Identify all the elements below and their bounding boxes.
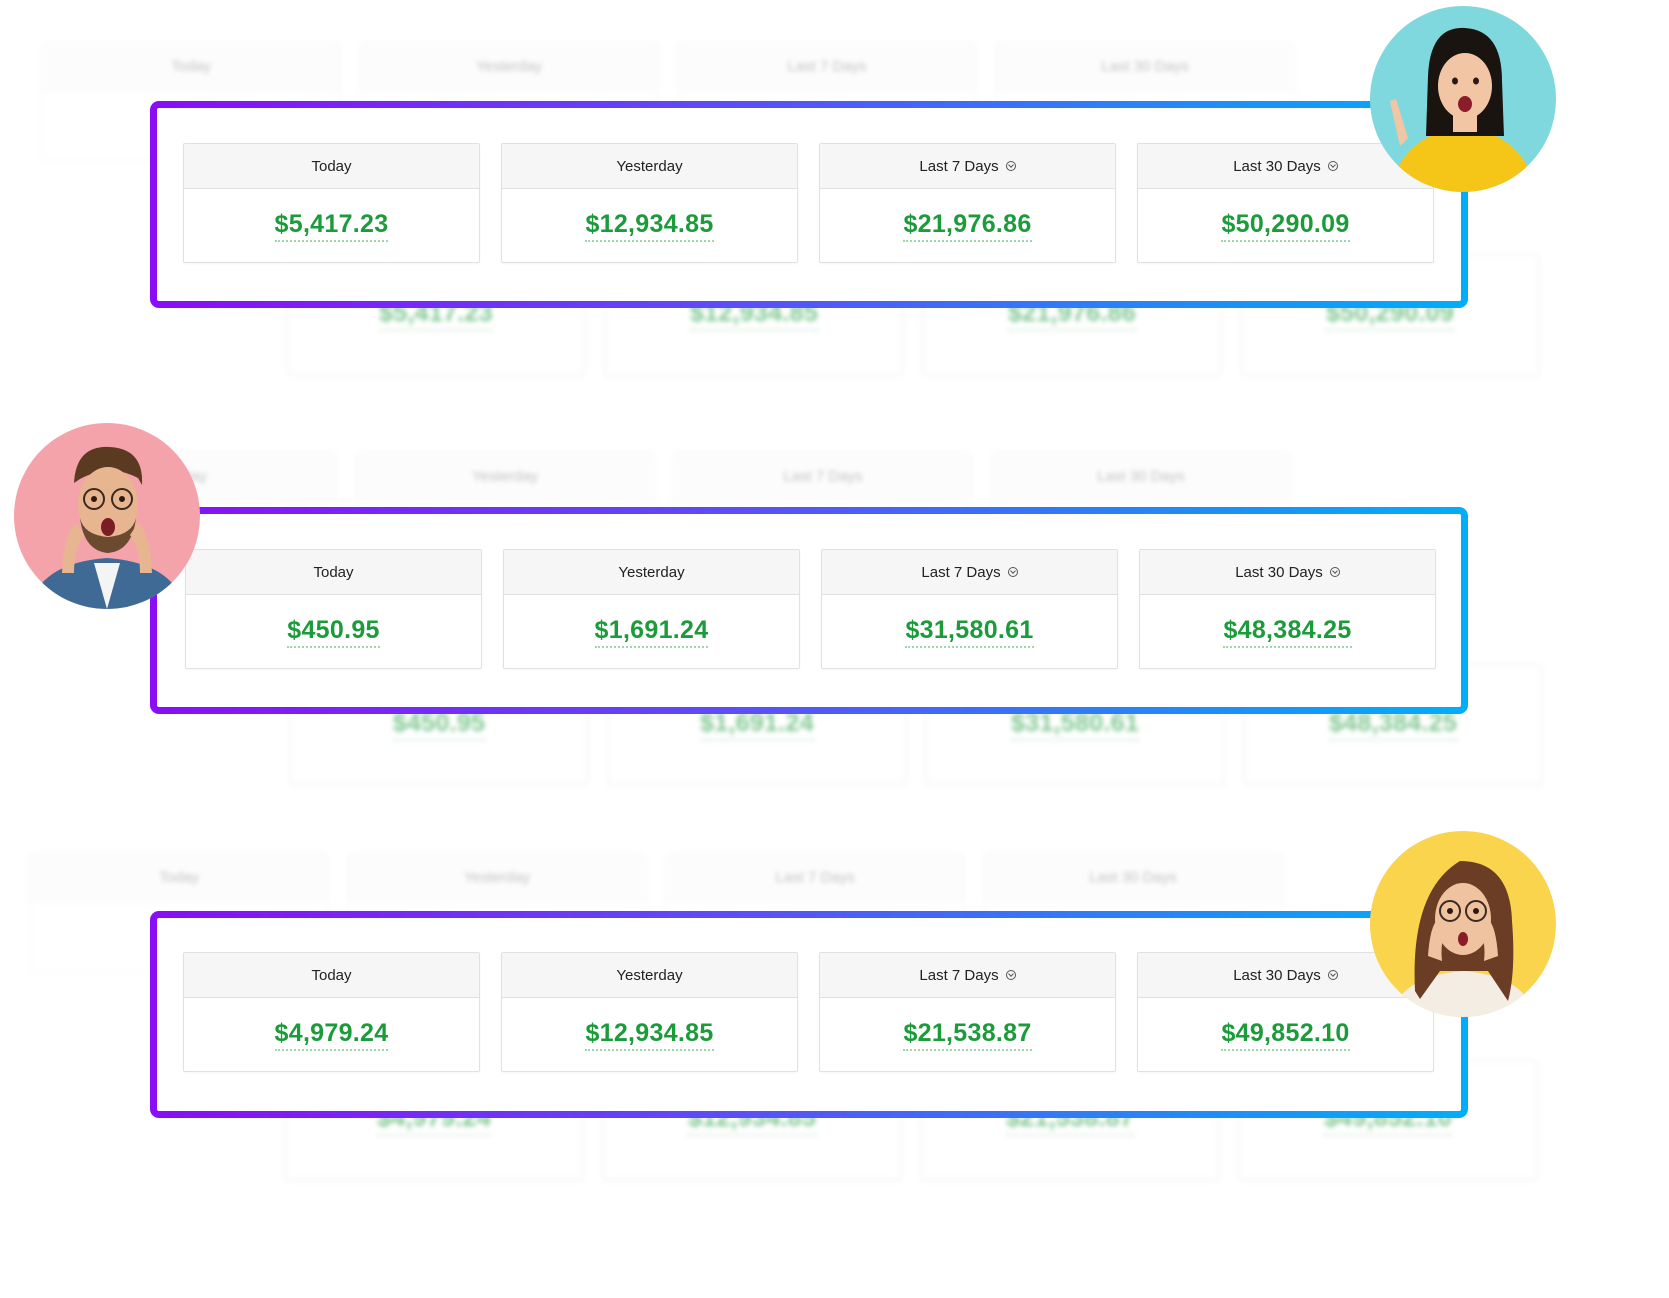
stat-card-header: Yesterday <box>502 953 797 998</box>
ghost-label: Today <box>170 57 212 75</box>
stat-value[interactable]: $450.95 <box>287 616 380 648</box>
stat-label: Last 30 Days <box>1233 157 1321 175</box>
ghost-label: Yesterday <box>471 467 539 485</box>
dropdown-icon[interactable] <box>1005 161 1016 171</box>
stat-card-last-7-days: Last 7 Days $31,580.61 <box>821 549 1118 669</box>
stat-card-header: Last 7 Days <box>822 550 1117 595</box>
ghost-value: $450.95 <box>392 709 486 741</box>
ghost-label: Last 30 Days <box>1097 467 1185 485</box>
dropdown-icon[interactable] <box>1329 567 1340 577</box>
stat-label: Last 7 Days <box>919 966 999 984</box>
stat-card-last-30-days: Last 30 Days $48,384.25 <box>1139 549 1436 669</box>
stat-card-today: Today $450.95 <box>185 549 482 669</box>
ghost-value: $31,580.61 <box>1010 709 1140 741</box>
stat-card-header: Last 7 Days <box>820 953 1115 998</box>
stat-card-header: Yesterday <box>504 550 799 595</box>
ghost-label: Yesterday <box>475 57 543 75</box>
ghost-label: Last 7 Days <box>775 868 855 886</box>
stats-row-2: Today $450.95 Yesterday $1,691.24 Last 7… <box>185 549 1436 669</box>
ghost-value: $48,384.25 <box>1328 709 1458 741</box>
stat-card-last-7-days: Last 7 Days $21,538.87 <box>819 952 1116 1072</box>
ghost-value: $21,976.86 <box>1007 299 1137 331</box>
stat-card-header: Yesterday <box>502 144 797 189</box>
stat-value[interactable]: $21,976.86 <box>903 210 1032 242</box>
stat-value[interactable]: $49,852.10 <box>1221 1019 1350 1051</box>
stat-card-today: Today $4,979.24 <box>183 952 480 1072</box>
avatar-woman-pointing <box>1370 6 1556 192</box>
stat-value[interactable]: $50,290.09 <box>1221 210 1350 242</box>
stat-value[interactable]: $31,580.61 <box>905 616 1034 648</box>
stat-label: Yesterday <box>616 157 683 175</box>
stat-card-today: Today $5,417.23 <box>183 143 480 263</box>
stat-label: Last 7 Days <box>919 157 999 175</box>
stat-label: Today <box>311 157 352 175</box>
dropdown-icon[interactable] <box>1327 970 1338 980</box>
stat-card-yesterday: Yesterday $1,691.24 <box>503 549 800 669</box>
dropdown-icon[interactable] <box>1005 970 1016 980</box>
stat-card-yesterday: Yesterday $12,934.85 <box>501 143 798 263</box>
stat-card-header: Last 30 Days <box>1140 550 1435 595</box>
ghost-value: $12,934.85 <box>689 299 819 331</box>
stat-card-header: Last 30 Days <box>1138 144 1433 189</box>
avatar-shocked-woman <box>1370 831 1556 1017</box>
dropdown-icon[interactable] <box>1327 161 1338 171</box>
stat-value[interactable]: $1,691.24 <box>594 616 709 648</box>
dropdown-icon[interactable] <box>1007 567 1018 577</box>
stat-label: Last 30 Days <box>1233 966 1321 984</box>
stats-row-1: Today $5,417.23 Yesterday $12,934.85 Las… <box>183 143 1434 263</box>
ghost-label: Last 7 Days <box>783 467 863 485</box>
stat-card-header: Today <box>186 550 481 595</box>
stat-label: Yesterday <box>618 563 685 581</box>
ghost-label: Yesterday <box>463 868 531 886</box>
stat-card-last-7-days: Last 7 Days $21,976.86 <box>819 143 1116 263</box>
stat-label: Last 7 Days <box>921 563 1001 581</box>
stat-card-header: Today <box>184 953 479 998</box>
ghost-label: Last 30 Days <box>1089 868 1177 886</box>
stats-row-3: Today $4,979.24 Yesterday $12,934.85 Las… <box>183 952 1434 1072</box>
stat-label: Today <box>311 966 352 984</box>
ghost-label: Today <box>158 868 200 886</box>
ghost-value: $50,290.09 <box>1325 299 1455 331</box>
ghost-value: $1,691.24 <box>700 709 814 741</box>
stat-value[interactable]: $12,934.85 <box>585 1019 714 1051</box>
stat-card-header: Today <box>184 144 479 189</box>
stat-card-yesterday: Yesterday $12,934.85 <box>501 952 798 1072</box>
stat-value[interactable]: $48,384.25 <box>1223 616 1352 648</box>
ghost-value: $5,417.23 <box>379 299 493 331</box>
stat-value[interactable]: $21,538.87 <box>903 1019 1032 1051</box>
ghost-label: Last 30 Days <box>1101 57 1189 75</box>
stat-value[interactable]: $12,934.85 <box>585 210 714 242</box>
stat-label: Yesterday <box>616 966 683 984</box>
stat-label: Today <box>313 563 354 581</box>
stat-value[interactable]: $4,979.24 <box>274 1019 389 1051</box>
stat-card-last-30-days: Last 30 Days $50,290.09 <box>1137 143 1434 263</box>
avatar-surprised-man <box>14 423 200 609</box>
ghost-label: Last 7 Days <box>787 57 867 75</box>
stat-card-header: Last 7 Days <box>820 144 1115 189</box>
stat-value[interactable]: $5,417.23 <box>274 210 389 242</box>
stat-label: Last 30 Days <box>1235 563 1323 581</box>
